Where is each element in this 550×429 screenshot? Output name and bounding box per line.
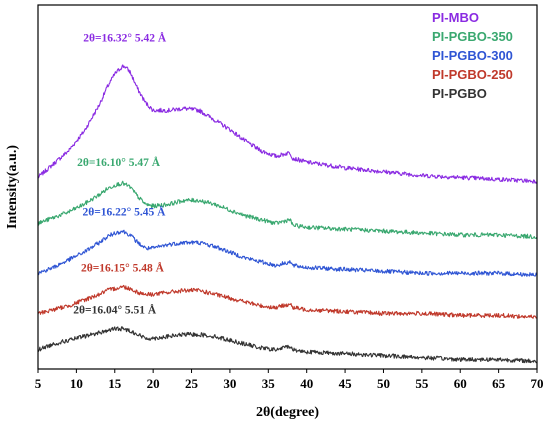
peak-annotation-1: 2θ=16.32° 5.42 Å (83, 30, 167, 44)
series-curves (37, 64, 538, 364)
series-line-4 (37, 284, 537, 319)
y-axis-label: Intensity(a.u.) (5, 145, 20, 229)
x-tick-label: 50 (377, 376, 390, 391)
peak-annotations: 2θ=16.32° 5.42 Å 2θ=16.10° 5.47 Å 2θ=16.22… (73, 30, 167, 316)
series-line-2 (37, 180, 538, 240)
legend-item-3: PI-PGBO-300 (432, 48, 513, 63)
x-tick-label: 40 (300, 376, 313, 391)
series-line-1 (37, 64, 538, 184)
peak-annotation-5: 2θ=16.04° 5.51 Å (73, 302, 157, 316)
legend: PI-MBO PI-PGBO-350 PI-PGBO-300 PI-PGBO-250 P… (432, 10, 513, 101)
x-tick-label: 60 (454, 376, 467, 391)
axes: 5 10 15 20 25 30 35 40 45 50 55 60 65 70 (35, 4, 544, 391)
peak-annotation-4: 2θ=16.15° 5.48 Å (81, 260, 165, 274)
x-tick-label: 10 (70, 376, 83, 391)
x-tick-label: 15 (108, 376, 122, 391)
x-tick-label: 45 (339, 376, 353, 391)
x-tick-label: 5 (35, 376, 42, 391)
series-line-3 (37, 229, 538, 277)
legend-item-1: PI-MBO (432, 10, 479, 25)
x-tick-label: 55 (415, 376, 429, 391)
legend-item-5: PI-PGBO (432, 86, 487, 101)
x-tick-label: 65 (492, 376, 506, 391)
x-tick-label: 25 (185, 376, 199, 391)
x-tick-label: 70 (531, 376, 544, 391)
plot-frame (37, 4, 538, 370)
x-tick-label: 30 (223, 376, 236, 391)
legend-item-2: PI-PGBO-350 (432, 29, 513, 44)
x-tick-label: 20 (147, 376, 160, 391)
x-tick-label: 35 (262, 376, 276, 391)
series-line-5 (37, 326, 538, 364)
x-axis-label: 2θ(degree) (256, 405, 319, 420)
peak-annotation-3: 2θ=16.22° 5.45 Å (82, 205, 166, 219)
peak-annotation-2: 2θ=16.10° 5.47 Å (77, 155, 161, 169)
legend-item-4: PI-PGBO-250 (432, 67, 513, 82)
